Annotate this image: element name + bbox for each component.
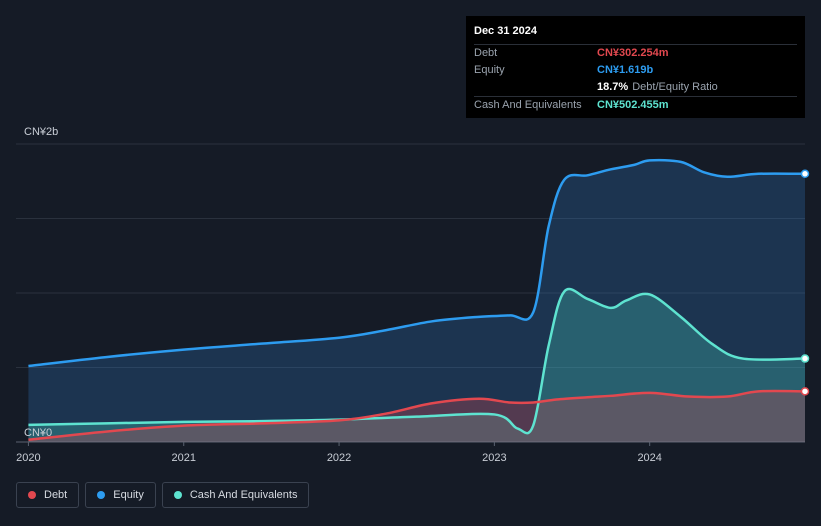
x-tick-label: 2020 <box>16 452 40 464</box>
legend-item-cash[interactable]: Cash And Equivalents <box>161 482 310 508</box>
tooltip-row-debt: Debt CN¥302.254m <box>474 44 797 62</box>
area-cash-and-equivalents <box>28 289 806 442</box>
line-cash-and-equivalents <box>28 287 806 435</box>
tooltip-date: Dec 31 2024 <box>474 25 537 37</box>
tooltip-label: Cash And Equivalents <box>474 99 582 111</box>
tooltip-value: 18.7% <box>597 81 629 93</box>
y-tick-label: CN¥0 <box>24 427 52 439</box>
y-axis-ticks: CN¥0 CN¥2b <box>24 126 58 439</box>
area-equity <box>28 160 806 442</box>
x-tick-label: 2022 <box>327 452 351 464</box>
legend-item-equity[interactable]: Equity <box>85 482 156 508</box>
tooltip-ratio-label: Debt/Equity Ratio <box>632 81 718 93</box>
legend-label: Equity <box>113 489 144 501</box>
tooltip-value: CN¥1.619b <box>597 64 654 76</box>
x-tick-label: 2021 <box>171 452 195 464</box>
x-axis-ticks: 2020 2021 2022 2023 2024 <box>16 442 662 464</box>
series-lines <box>28 158 806 442</box>
series-endpoints <box>800 169 810 396</box>
line-equity <box>28 158 806 368</box>
legend: Debt Equity Cash And Equivalents <box>16 482 310 508</box>
tooltip-label <box>474 79 597 96</box>
legend-item-debt[interactable]: Debt <box>16 482 80 508</box>
series-areas <box>28 160 806 442</box>
endpoint-cash-and-equivalents <box>800 354 810 363</box>
tooltip-row-equity: Equity CN¥1.619b <box>474 62 797 79</box>
tooltip: Dec 31 2024 Debt CN¥302.254m Equity CN¥1… <box>466 16 805 118</box>
y-tick-label: CN¥2b <box>24 126 58 138</box>
legend-dot-icon <box>97 491 106 499</box>
x-tick-label: 2023 <box>482 452 506 464</box>
endpoint-equity <box>800 169 810 179</box>
legend-label: Cash And Equivalents <box>189 489 298 501</box>
tooltip-value: CN¥502.455m <box>597 99 669 111</box>
tooltip-row-cash: Cash And Equivalents CN¥502.455m <box>474 96 797 114</box>
tooltip-label: Debt <box>474 47 498 59</box>
legend-label: Debt <box>44 489 68 501</box>
tooltip-row-ratio: 18.7% Debt/Equity Ratio <box>474 79 797 96</box>
line-debt <box>28 389 806 442</box>
legend-dot-icon <box>173 491 182 499</box>
endpoint-debt <box>800 387 810 396</box>
tooltip-value: CN¥302.254m <box>597 47 669 59</box>
x-tick-label: 2024 <box>637 452 661 464</box>
legend-dot-icon <box>28 491 36 499</box>
grid-lines <box>16 143 805 443</box>
tooltip-label: Equity <box>474 64 505 76</box>
